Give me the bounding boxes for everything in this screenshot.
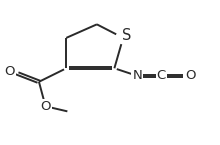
Text: S: S [122, 28, 131, 43]
Text: O: O [186, 69, 196, 82]
Text: O: O [40, 100, 51, 113]
Text: N: N [132, 69, 142, 82]
Text: C: C [157, 69, 166, 82]
Text: O: O [4, 65, 15, 78]
